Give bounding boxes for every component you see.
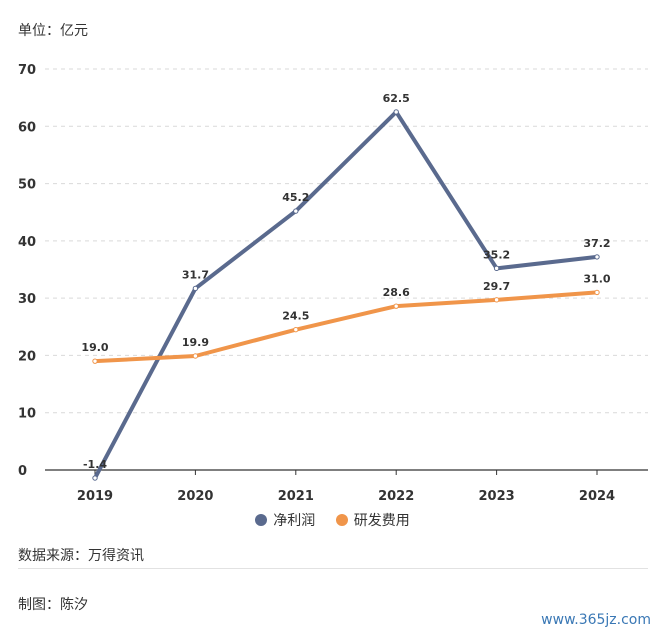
data-label-s1-2024: 31.0 bbox=[583, 272, 610, 285]
series-line-0 bbox=[93, 109, 599, 481]
divider bbox=[18, 568, 648, 569]
data-label-s1-2021: 24.5 bbox=[282, 310, 309, 323]
y-tick-label-10: 10 bbox=[18, 407, 36, 422]
legend-dot-net-profit bbox=[255, 514, 268, 526]
data-label-s0-2021: 45.2 bbox=[282, 191, 309, 204]
data-point-s1-2023 bbox=[493, 297, 500, 303]
data-point-s0-2019 bbox=[92, 475, 98, 481]
data-point-s0-2021 bbox=[293, 208, 299, 214]
legend-item-rnd[interactable]: 研发费用 bbox=[335, 510, 410, 530]
unit-label: 单位：亿元 bbox=[18, 23, 88, 39]
data-label-s0-2023: 35.2 bbox=[483, 248, 510, 261]
data-label-s0-2020: 31.7 bbox=[182, 268, 209, 281]
data-label-s1-2023: 29.7 bbox=[483, 280, 510, 293]
data-point-s0-2022 bbox=[393, 109, 399, 115]
x-tick-label-2024: 2024 bbox=[579, 489, 615, 500]
grid-lines bbox=[45, 68, 648, 414]
maker-label: 制图：陈汐 bbox=[18, 597, 88, 613]
x-tick-label-2019: 2019 bbox=[77, 489, 113, 500]
data-point-s0-2023 bbox=[493, 265, 500, 272]
data-point-s1-2022 bbox=[393, 303, 399, 309]
legend-dot-rnd bbox=[335, 514, 348, 526]
data-label-s0-2019: -1.4 bbox=[83, 458, 107, 471]
y-tick-label-30: 30 bbox=[18, 292, 36, 307]
data-label-s1-2020: 19.9 bbox=[182, 336, 209, 349]
data-point-s1-2024 bbox=[594, 289, 600, 296]
y-tick-label-0: 0 bbox=[18, 464, 27, 479]
legend-item-net-profit[interactable]: 净利润 bbox=[255, 510, 315, 530]
data-labels: -1.4 31.7 45.2 62.5 35.2 37.2 19.0 19.9 24.5 28.6… bbox=[81, 92, 610, 471]
y-tick-label-70: 70 bbox=[18, 63, 36, 78]
axes: 0 10 20 30 40 50 60 70 2019 2020 2021 2022 2023 2024 bbox=[18, 63, 648, 500]
x-tick-label-2021: 2021 bbox=[278, 489, 314, 500]
x-tick-label-2022: 2022 bbox=[378, 489, 414, 500]
x-tick-label-2023: 2023 bbox=[479, 489, 515, 500]
legend-label-net-profit: 净利润 bbox=[273, 513, 316, 529]
legend-label-rnd: 研发费用 bbox=[353, 513, 410, 529]
data-label-s1-2022: 28.6 bbox=[383, 286, 410, 299]
source-label: 数据来源：万得资讯 bbox=[18, 548, 144, 564]
watermark: www.365jz.com bbox=[541, 612, 651, 628]
data-label-s0-2024: 37.2 bbox=[583, 237, 610, 250]
data-point-s1-2019 bbox=[92, 358, 98, 364]
y-tick-label-50: 50 bbox=[18, 178, 36, 193]
x-tick-label-2020: 2020 bbox=[177, 489, 213, 500]
series-line-1 bbox=[93, 290, 599, 364]
data-label-s0-2022: 62.5 bbox=[383, 92, 410, 105]
series-lines bbox=[92, 109, 600, 481]
y-tick-label-20: 20 bbox=[18, 349, 36, 364]
data-point-s0-2020 bbox=[192, 285, 199, 292]
legend: 净利润 研发费用 bbox=[0, 510, 665, 530]
data-point-s1-2021 bbox=[293, 326, 299, 333]
data-label-s1-2019: 19.0 bbox=[81, 341, 108, 354]
y-tick-label-40: 40 bbox=[18, 235, 36, 250]
data-point-s0-2024 bbox=[594, 254, 600, 260]
data-point-s1-2020 bbox=[192, 353, 199, 359]
y-tick-label-60: 60 bbox=[18, 120, 36, 135]
